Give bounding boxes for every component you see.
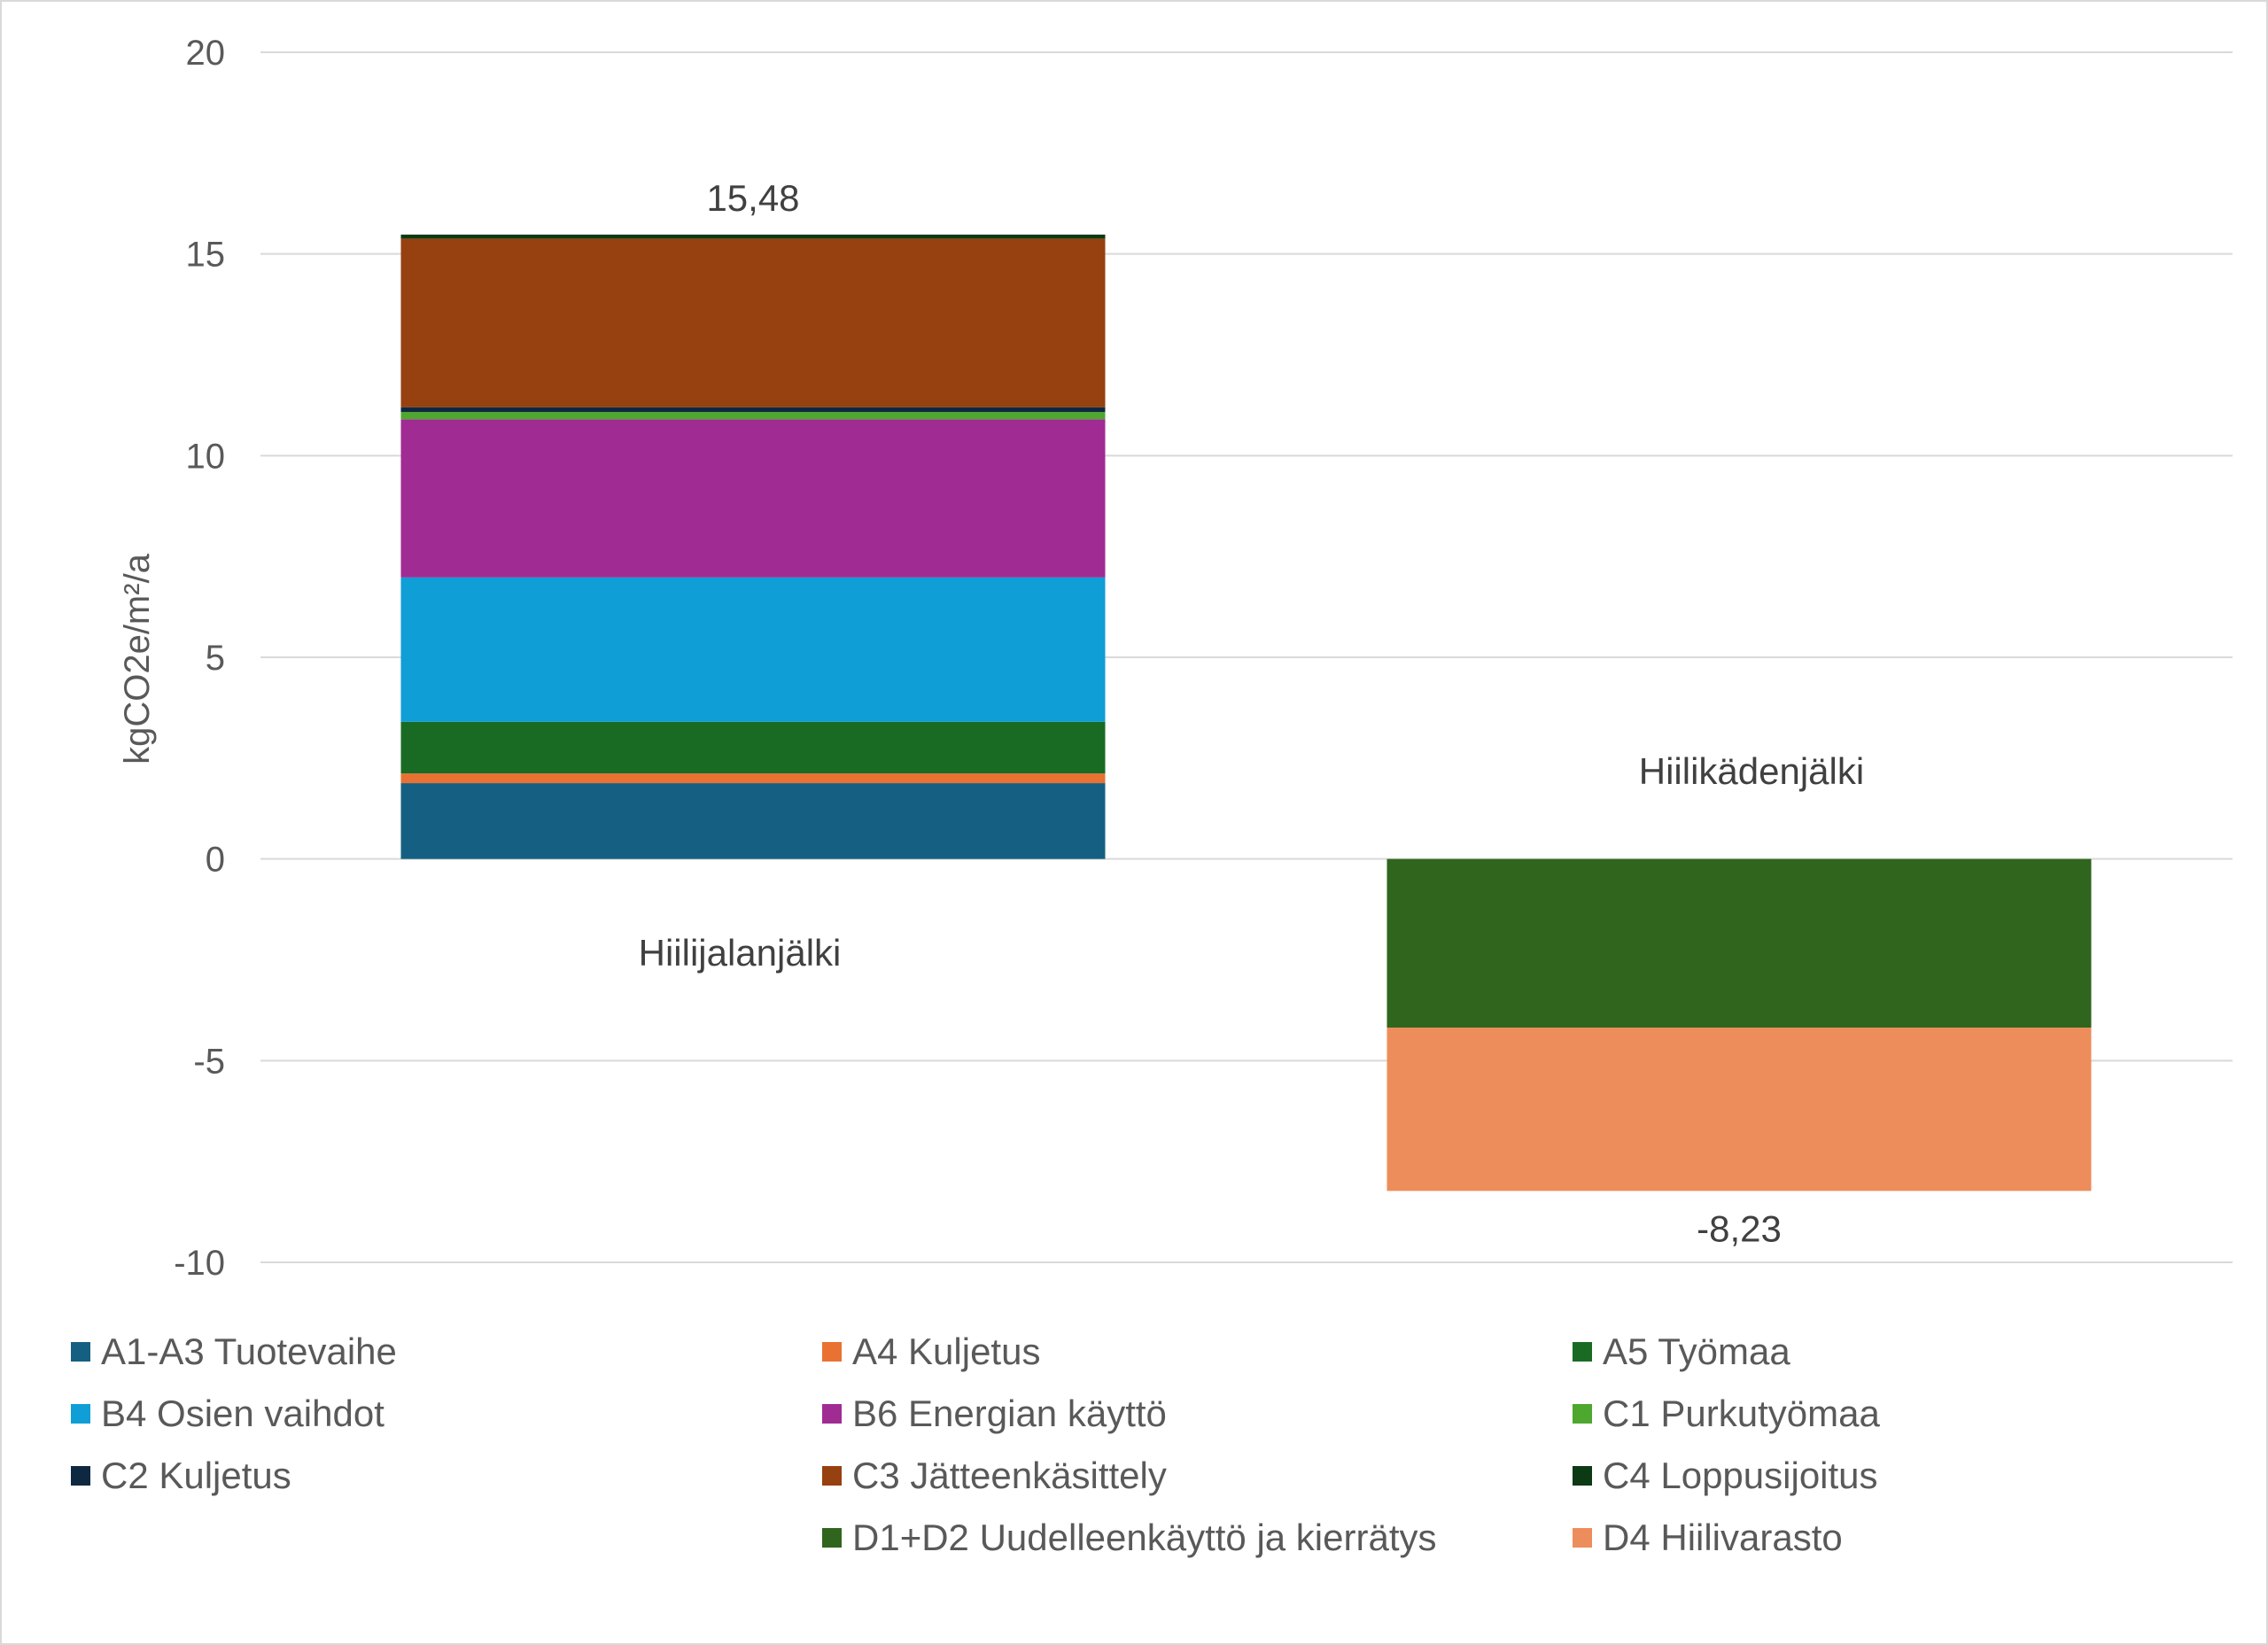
bar-segment bbox=[400, 234, 1106, 239]
legend-swatch bbox=[1573, 1342, 1592, 1362]
category-label: Hiilijalanjälki bbox=[639, 932, 842, 974]
legend-label: B6 Energian käyttö bbox=[852, 1393, 1167, 1434]
legend-swatch bbox=[1573, 1528, 1592, 1548]
total-label: -8,23 bbox=[1697, 1207, 1782, 1249]
legend-label: D1+D2 Uudelleenkäyttö ja kierrätys bbox=[852, 1517, 1437, 1558]
legend-item: C4 Loppusijoitus bbox=[1573, 1455, 1878, 1497]
y-tick-label: 20 bbox=[186, 34, 226, 73]
legend-item: A5 Työmaa bbox=[1573, 1331, 1790, 1373]
legend-label: A1-A3 Tuotevaihe bbox=[101, 1331, 397, 1372]
legend-swatch bbox=[1573, 1404, 1592, 1424]
y-axis-label: kgCO2e/m²/a bbox=[118, 553, 157, 764]
legend-swatch bbox=[822, 1528, 842, 1548]
legend-swatch bbox=[71, 1404, 90, 1424]
y-tick-label: -5 bbox=[193, 1042, 225, 1081]
legend-item: D4 Hiilivarasto bbox=[1573, 1517, 1843, 1559]
bar-segment bbox=[400, 419, 1106, 578]
legend-item: A4 Kuljetus bbox=[822, 1331, 1040, 1373]
legend-swatch bbox=[822, 1342, 842, 1362]
legend-item: C1 Purkutyömaa bbox=[1573, 1393, 1880, 1435]
y-tick-label: 0 bbox=[206, 841, 225, 880]
bar-segment bbox=[400, 238, 1106, 407]
bar-labels: Hiilijalanjälki Hiilikädenjälki 15,48 -8,23 bbox=[639, 177, 1865, 1250]
legend-label: C1 Purkutyömaa bbox=[1603, 1393, 1880, 1434]
y-tick-label: 15 bbox=[186, 236, 226, 275]
legend-item: C2 Kuljetus bbox=[71, 1455, 291, 1497]
legend-item: C3 Jätteenkäsittely bbox=[822, 1455, 1167, 1497]
legend-label: A4 Kuljetus bbox=[852, 1331, 1041, 1372]
total-label: 15,48 bbox=[706, 177, 799, 219]
bar-segment bbox=[400, 721, 1106, 774]
legend-label: A5 Työmaa bbox=[1603, 1331, 1790, 1372]
bar-segments bbox=[400, 234, 2092, 1191]
bar-segment bbox=[1386, 1027, 2092, 1191]
bar-segment bbox=[400, 783, 1106, 859]
bar-segment bbox=[400, 407, 1106, 413]
bar-segment bbox=[1386, 858, 2092, 1028]
legend-item: A1-A3 Tuotevaihe bbox=[71, 1331, 397, 1373]
legend-label: C3 Jätteenkäsittely bbox=[852, 1455, 1167, 1496]
legend-label: D4 Hiilivarasto bbox=[1603, 1517, 1843, 1558]
y-tick-label: -10 bbox=[174, 1244, 225, 1283]
legend-swatch bbox=[71, 1466, 90, 1486]
legend-swatch bbox=[822, 1466, 842, 1486]
legend-item: B6 Energian käyttö bbox=[822, 1393, 1167, 1435]
legend-item: B4 Osien vaihdot bbox=[71, 1393, 384, 1435]
legend-item: D1+D2 Uudelleenkäyttö ja kierrätys bbox=[822, 1517, 1437, 1559]
legend-label: C2 Kuljetus bbox=[101, 1455, 291, 1496]
legend-label: C4 Loppusijoitus bbox=[1603, 1455, 1878, 1496]
bar-segment bbox=[400, 412, 1106, 420]
y-tick-label: 10 bbox=[186, 437, 226, 476]
y-axis-ticks: -10 -5 0 5 10 15 20 bbox=[174, 34, 225, 1283]
y-tick-label: 5 bbox=[206, 639, 225, 678]
legend-swatch bbox=[1573, 1466, 1592, 1486]
legend-label: B4 Osien vaihdot bbox=[101, 1393, 384, 1434]
legend-swatch bbox=[822, 1404, 842, 1424]
bar-segment bbox=[400, 577, 1106, 722]
legend-swatch bbox=[71, 1342, 90, 1362]
bar-segment bbox=[400, 773, 1106, 784]
category-label: Hiilikädenjälki bbox=[1639, 750, 1864, 792]
